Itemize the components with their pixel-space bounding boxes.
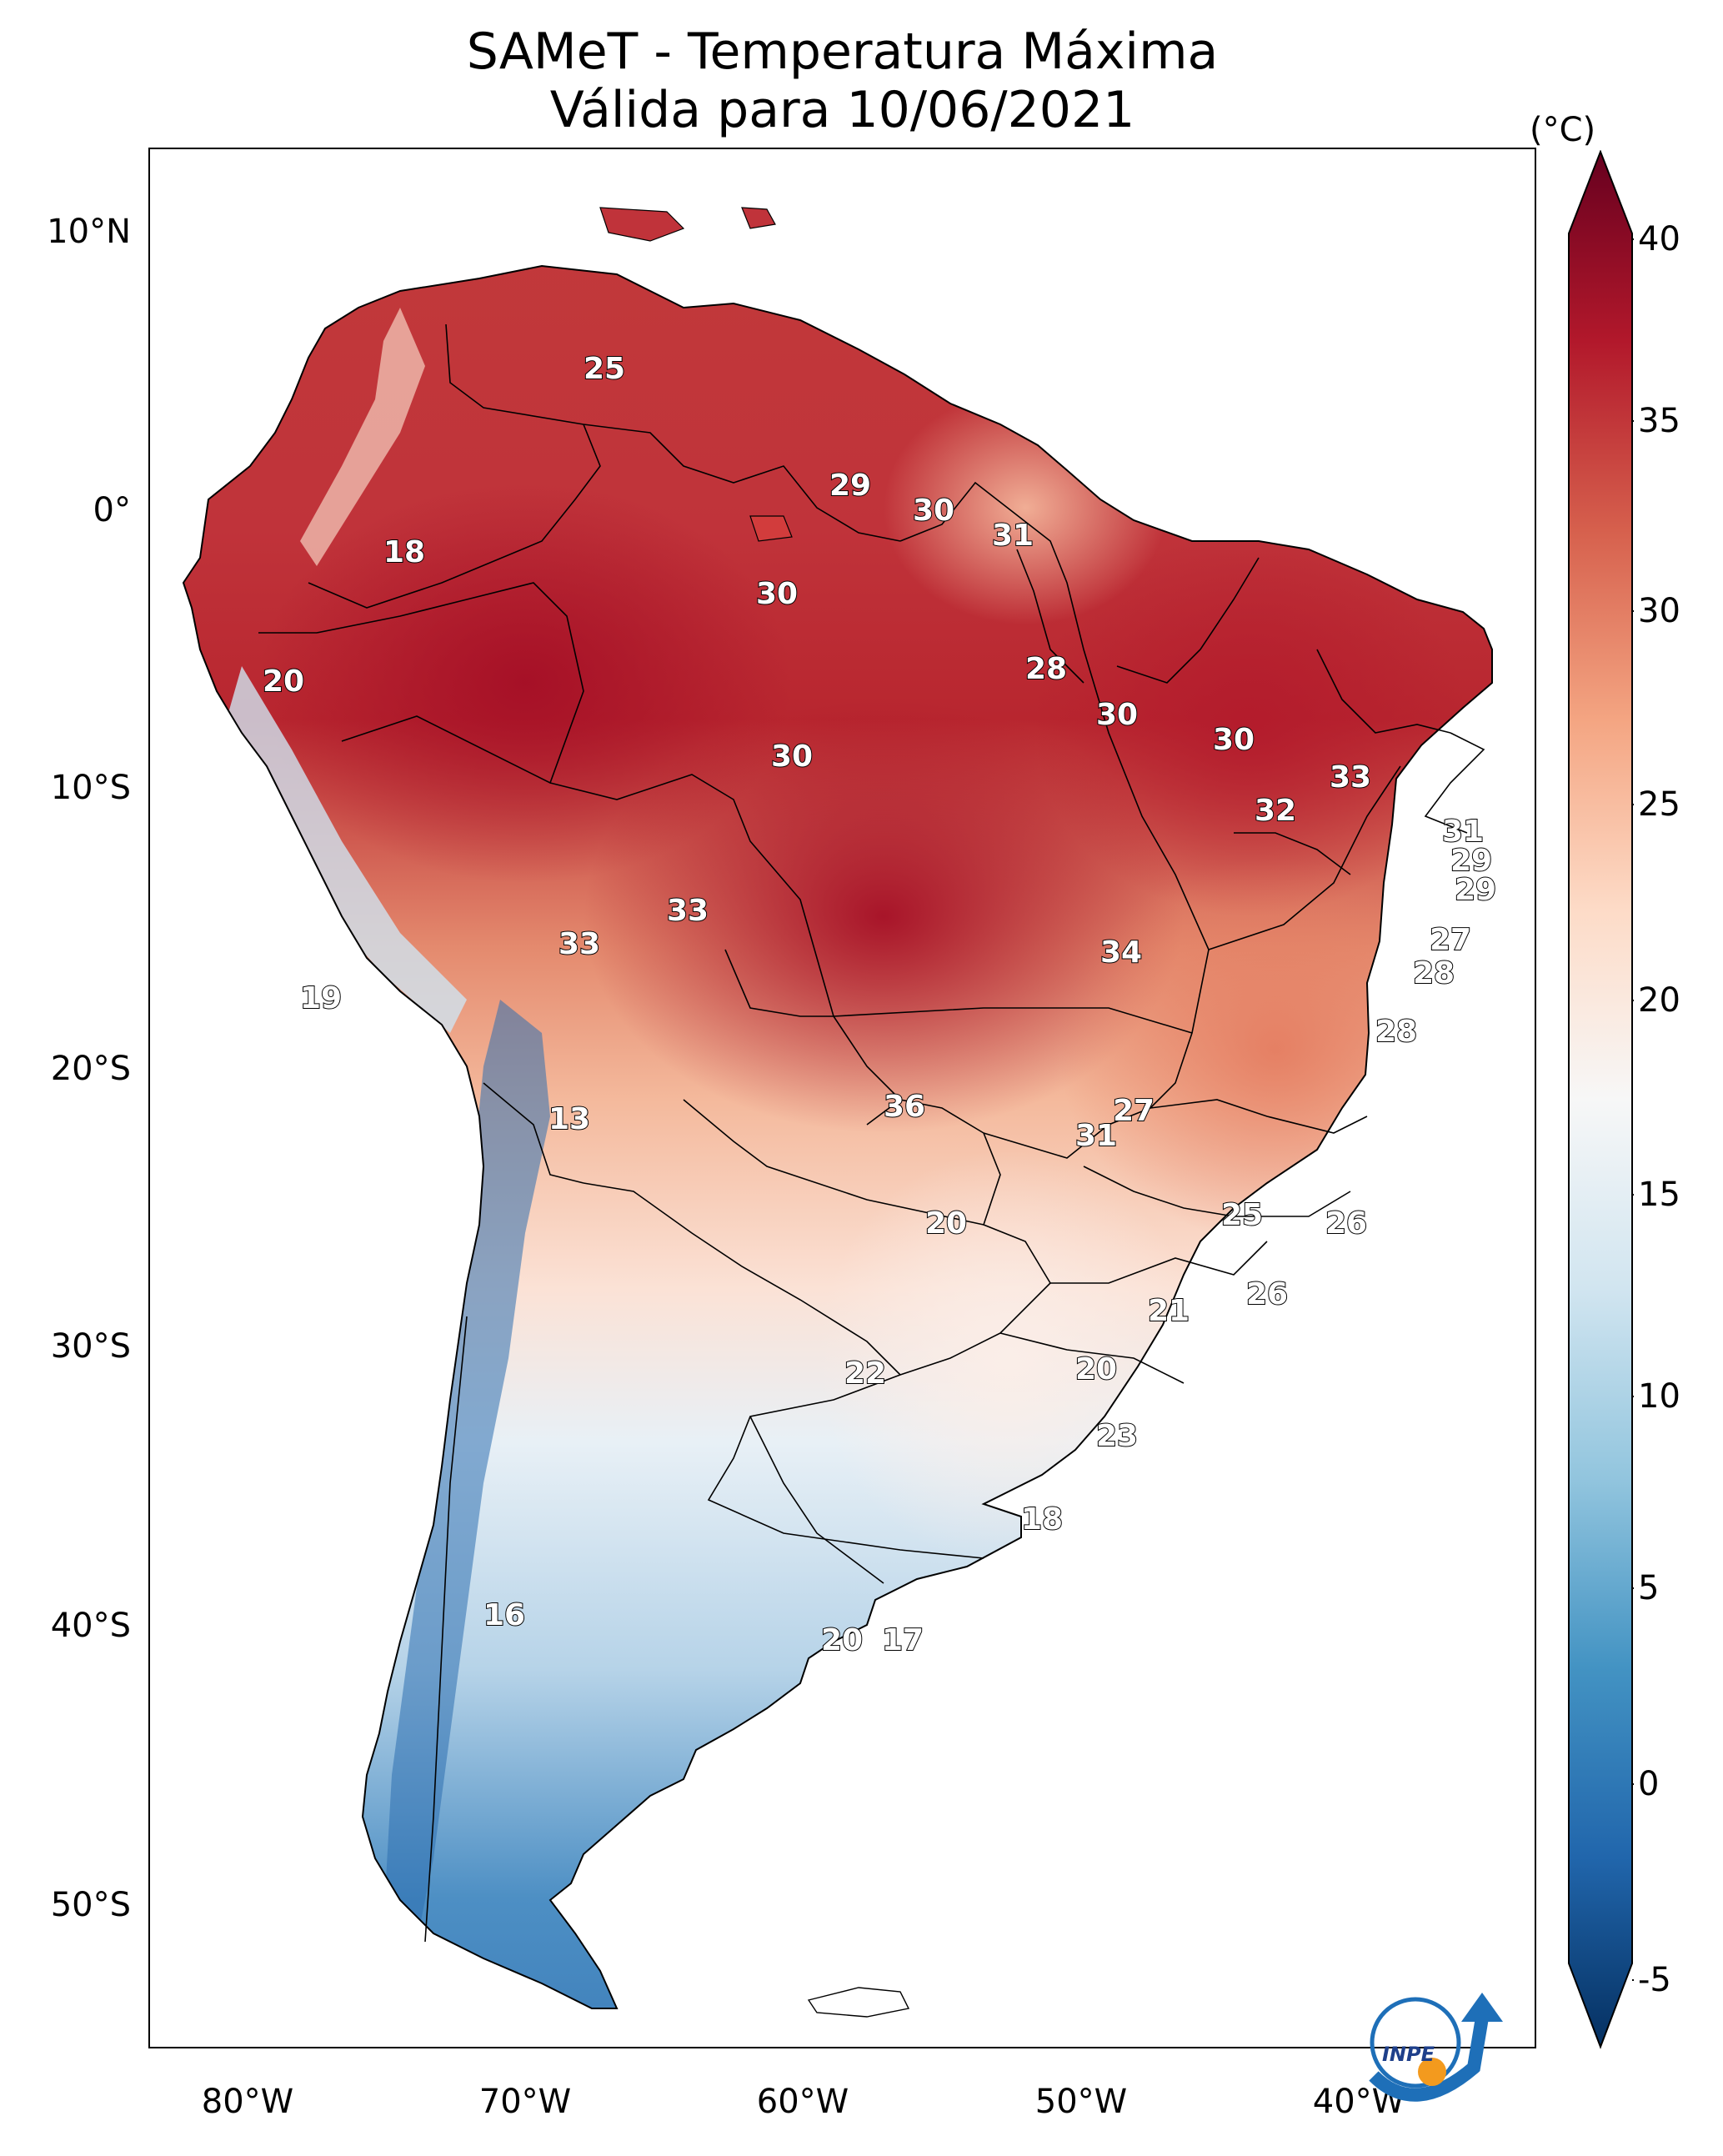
value-label: 28 <box>1025 652 1067 686</box>
colorbar-tick-label: 15 <box>1638 1176 1680 1214</box>
value-label: 13 <box>548 1102 590 1136</box>
lon-label: 50°W <box>1034 2083 1128 2121</box>
lat-label: 10°S <box>50 769 131 807</box>
value-label: 33 <box>558 927 600 961</box>
value-label: 23 <box>1096 1419 1138 1453</box>
value-label: 16 <box>483 1598 525 1632</box>
lat-label: 40°S <box>50 1607 131 1645</box>
logo-text: INPE <box>1382 2043 1435 2066</box>
value-label: 19 <box>300 981 342 1015</box>
value-label: 30 <box>1096 698 1138 732</box>
value-label: 20 <box>1075 1352 1117 1386</box>
value-label: 27 <box>1430 923 1471 957</box>
colorbar-tick-label: 35 <box>1638 402 1680 440</box>
lat-label: 50°S <box>50 1886 131 1924</box>
value-label: 30 <box>913 494 954 528</box>
value-label: 26 <box>1246 1277 1288 1311</box>
colorbar-tick-label: -5 <box>1638 1961 1671 1999</box>
value-label: 33 <box>667 894 709 928</box>
value-label: 34 <box>1100 935 1142 970</box>
colorbar-tick-label: 40 <box>1638 220 1680 258</box>
colorbar-tick-label: 5 <box>1638 1569 1660 1607</box>
lat-label: 10°N <box>47 213 131 251</box>
value-label: 31 <box>1075 1119 1117 1153</box>
colorbar-unit: (°C) <box>1530 111 1596 149</box>
colorbar-tick-label: 10 <box>1638 1377 1680 1416</box>
colorbar <box>1568 150 1634 2049</box>
lat-label: 20°S <box>50 1050 131 1088</box>
map-panel: 25 29 30 31 18 30 20 28 30 30 30 33 32 3… <box>148 148 1536 2048</box>
colorbar-tick-label: 25 <box>1638 785 1680 824</box>
value-label: 32 <box>1255 794 1296 828</box>
value-label: 36 <box>884 1090 925 1124</box>
colorbar-tick-label: 30 <box>1638 592 1680 630</box>
lon-label: 70°W <box>478 2083 572 2121</box>
value-label: 33 <box>1330 760 1371 795</box>
value-label: 25 <box>584 352 625 386</box>
value-label: 22 <box>844 1356 886 1391</box>
value-label: 18 <box>383 535 425 569</box>
value-label: 30 <box>756 577 798 611</box>
value-label: 31 <box>1442 815 1484 849</box>
value-label: 20 <box>925 1206 967 1241</box>
value-label: 28 <box>1413 956 1455 990</box>
value-label: 20 <box>821 1623 863 1657</box>
lon-label: 60°W <box>756 2083 849 2121</box>
value-label: 29 <box>1455 873 1496 907</box>
value-label: 21 <box>1148 1294 1190 1328</box>
map-title: SAMeT - Temperatura Máxima <box>466 23 1219 81</box>
lon-label: 80°W <box>201 2083 294 2121</box>
inpe-logo: INPE <box>1369 1993 1503 2102</box>
value-label: 29 <box>829 469 871 503</box>
temperature-map: 25 29 30 31 18 30 20 28 30 30 30 33 32 3… <box>183 207 1497 2018</box>
value-label: 30 <box>1213 723 1255 757</box>
value-label: 27 <box>1113 1094 1155 1128</box>
lat-label: 0° <box>93 491 131 529</box>
value-label: 28 <box>1375 1015 1417 1049</box>
value-label: 29 <box>1450 844 1492 878</box>
colorbar-tick-label: 20 <box>1638 981 1680 1020</box>
colorbar-tick-label: 0 <box>1638 1765 1660 1803</box>
map-subtitle: Válida para 10/06/2021 <box>549 81 1135 139</box>
lat-label: 30°S <box>50 1327 131 1366</box>
value-label: 18 <box>1021 1502 1063 1537</box>
value-label: 20 <box>263 664 304 699</box>
value-label: 25 <box>1221 1198 1263 1232</box>
value-label: 26 <box>1325 1206 1367 1241</box>
value-label: 30 <box>771 740 813 774</box>
value-label: 17 <box>882 1623 924 1657</box>
value-label: 31 <box>992 519 1034 553</box>
